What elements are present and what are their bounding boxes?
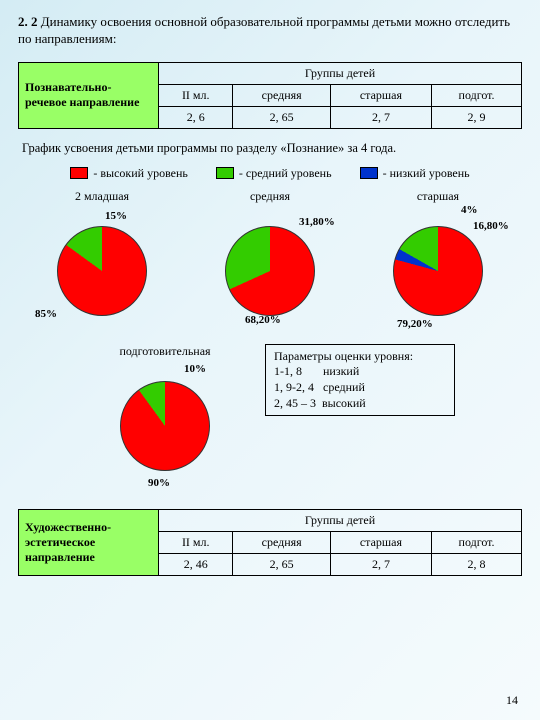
table2-col1: средняя	[233, 531, 330, 553]
table2-val3: 2, 8	[432, 553, 522, 575]
table1-col0: II мл.	[159, 84, 233, 106]
pie-slice-label: 15%	[105, 210, 127, 222]
pie-2: 79,20%4%16,80%	[373, 206, 503, 336]
params-line3: 2, 45 – 3 высокий	[274, 396, 446, 412]
pie-1: 68,20% 31,80%	[205, 206, 335, 336]
table1-val1: 2, 65	[233, 106, 330, 128]
pie-chart	[57, 226, 147, 316]
table1-col2: старшая	[330, 84, 431, 106]
table1-col1: средняя	[233, 84, 330, 106]
heading-text: Динамику освоения основной образовательн…	[18, 14, 510, 46]
pie-chart	[225, 226, 315, 316]
table-artistic: Художественно-эстетическое направление Г…	[18, 509, 522, 576]
table2-rowlabel: Художественно-эстетическое направление	[19, 509, 159, 575]
pie-slice-label: 16,80%	[473, 220, 509, 232]
table2-col0: II мл.	[159, 531, 233, 553]
table1-rowlabel: Познавательно-речевое направление	[19, 62, 159, 128]
pie-slice-label: 10%	[184, 363, 206, 375]
params-title: Параметры оценки уровня:	[274, 349, 446, 365]
swatch-mid	[216, 167, 234, 179]
params-box: Параметры оценки уровня: 1-1, 8 низкий 1…	[265, 344, 455, 416]
table-cognitive: Познавательно-речевое направление Группы…	[18, 62, 522, 129]
legend-mid: - средний уровень	[216, 166, 332, 181]
section-chart-title: График усвоения детьми программы по разд…	[22, 141, 522, 156]
table1-val2: 2, 7	[330, 106, 431, 128]
chart-0: 2 младшая 85% 15%	[22, 189, 182, 336]
pie-slice-label: 85%	[35, 308, 57, 320]
pie-chart	[393, 226, 483, 316]
swatch-low	[360, 167, 378, 179]
legend-high: - высокий уровень	[70, 166, 188, 181]
pie-3: 90% 10%	[100, 361, 230, 491]
params-line2: 1, 9-2, 4 средний	[274, 380, 446, 396]
table1-val3: 2, 9	[432, 106, 522, 128]
pie-slice-label: 68,20%	[245, 314, 281, 326]
pie-slice-label: 31,80%	[299, 216, 335, 228]
table1-val0: 2, 6	[159, 106, 233, 128]
pie-slice-label: 79,20%	[397, 318, 433, 330]
chart-2: старшая 79,20% 4% 16,80%	[358, 189, 518, 336]
table2-val2: 2, 7	[330, 553, 431, 575]
pie-slice-label: 4%	[461, 204, 478, 216]
chart-3-title: подготовительная	[85, 344, 245, 359]
legend: - высокий уровень - средний уровень - ни…	[18, 166, 522, 181]
page-heading: 2. 2 Динамику освоения основной образова…	[18, 14, 522, 48]
chart-3: подготовительная 90% 10%	[85, 344, 245, 491]
charts-row1: 2 младшая 85% 15% средняя 68,20% 31,80% ст…	[18, 189, 522, 344]
params-line1: 1-1, 8 низкий	[274, 364, 446, 380]
chart-2-title: старшая	[358, 189, 518, 204]
table2-val0: 2, 46	[159, 553, 233, 575]
table2-col2: старшая	[330, 531, 431, 553]
chart-0-title: 2 младшая	[22, 189, 182, 204]
legend-high-label: - высокий уровень	[93, 166, 188, 181]
pie-0: 85% 15%	[37, 206, 167, 336]
legend-low-label: - низкий уровень	[383, 166, 470, 181]
page-number: 14	[506, 693, 518, 708]
pie-slice-label: 90%	[148, 477, 170, 489]
table1-group-header: Группы детей	[159, 62, 522, 84]
table2-val1: 2, 65	[233, 553, 330, 575]
charts-row2: подготовительная 90% 10% Параметры оценки…	[18, 344, 522, 499]
swatch-high	[70, 167, 88, 179]
chart-1: средняя 68,20% 31,80%	[190, 189, 350, 336]
table1-col3: подгот.	[432, 84, 522, 106]
legend-mid-label: - средний уровень	[239, 166, 332, 181]
chart-1-title: средняя	[190, 189, 350, 204]
legend-low: - низкий уровень	[360, 166, 470, 181]
heading-prefix: 2. 2	[18, 14, 38, 29]
table2-col3: подгот.	[432, 531, 522, 553]
pie-chart	[120, 381, 210, 471]
table2-group-header: Группы детей	[159, 509, 522, 531]
